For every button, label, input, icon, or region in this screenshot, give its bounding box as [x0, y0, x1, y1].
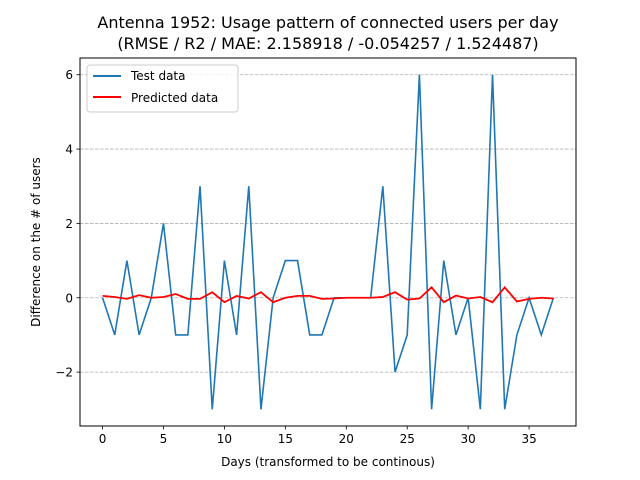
x-tick-label: 25 — [400, 432, 415, 446]
x-tick-label: 10 — [217, 432, 232, 446]
series-line-predicted-data — [102, 285, 554, 304]
y-tick-label: −2 — [55, 366, 73, 380]
x-axis-label: Days (transformed to be continous) — [221, 455, 435, 469]
series-line-test-data — [101, 74, 555, 410]
chart-title: Antenna 1952: Usage pattern of connected… — [97, 13, 558, 32]
legend-label-predicted-data: Predicted data — [131, 91, 218, 105]
x-tick-label: 30 — [461, 432, 476, 446]
x-tick-label: 20 — [339, 432, 354, 446]
x-tick-label: 5 — [160, 432, 168, 446]
x-tick-label: 35 — [521, 432, 536, 446]
y-axis-label: Difference on the # of users — [29, 157, 43, 327]
y-tick-label: 0 — [65, 291, 73, 305]
plot-area-frame — [79, 57, 577, 427]
series-lines — [101, 74, 555, 410]
x-tick-label: 0 — [99, 432, 107, 446]
y-tick-label: 6 — [65, 68, 73, 82]
x-tick-label: 15 — [278, 432, 293, 446]
y-tick-label: 4 — [65, 143, 73, 157]
legend-box — [86, 64, 239, 113]
chart-subtitle: (RMSE / R2 / MAE: 2.158918 / -0.054257 /… — [117, 34, 538, 53]
x-axis-ticks: 0 5 10 15 20 25 30 35 — [99, 426, 537, 446]
y-tick-label: 2 — [65, 217, 73, 231]
legend-label-test-data: Test data — [130, 69, 185, 83]
y-axis-ticks: −2 0 2 4 6 — [55, 68, 80, 380]
legend: Test data Predicted data — [86, 64, 239, 113]
